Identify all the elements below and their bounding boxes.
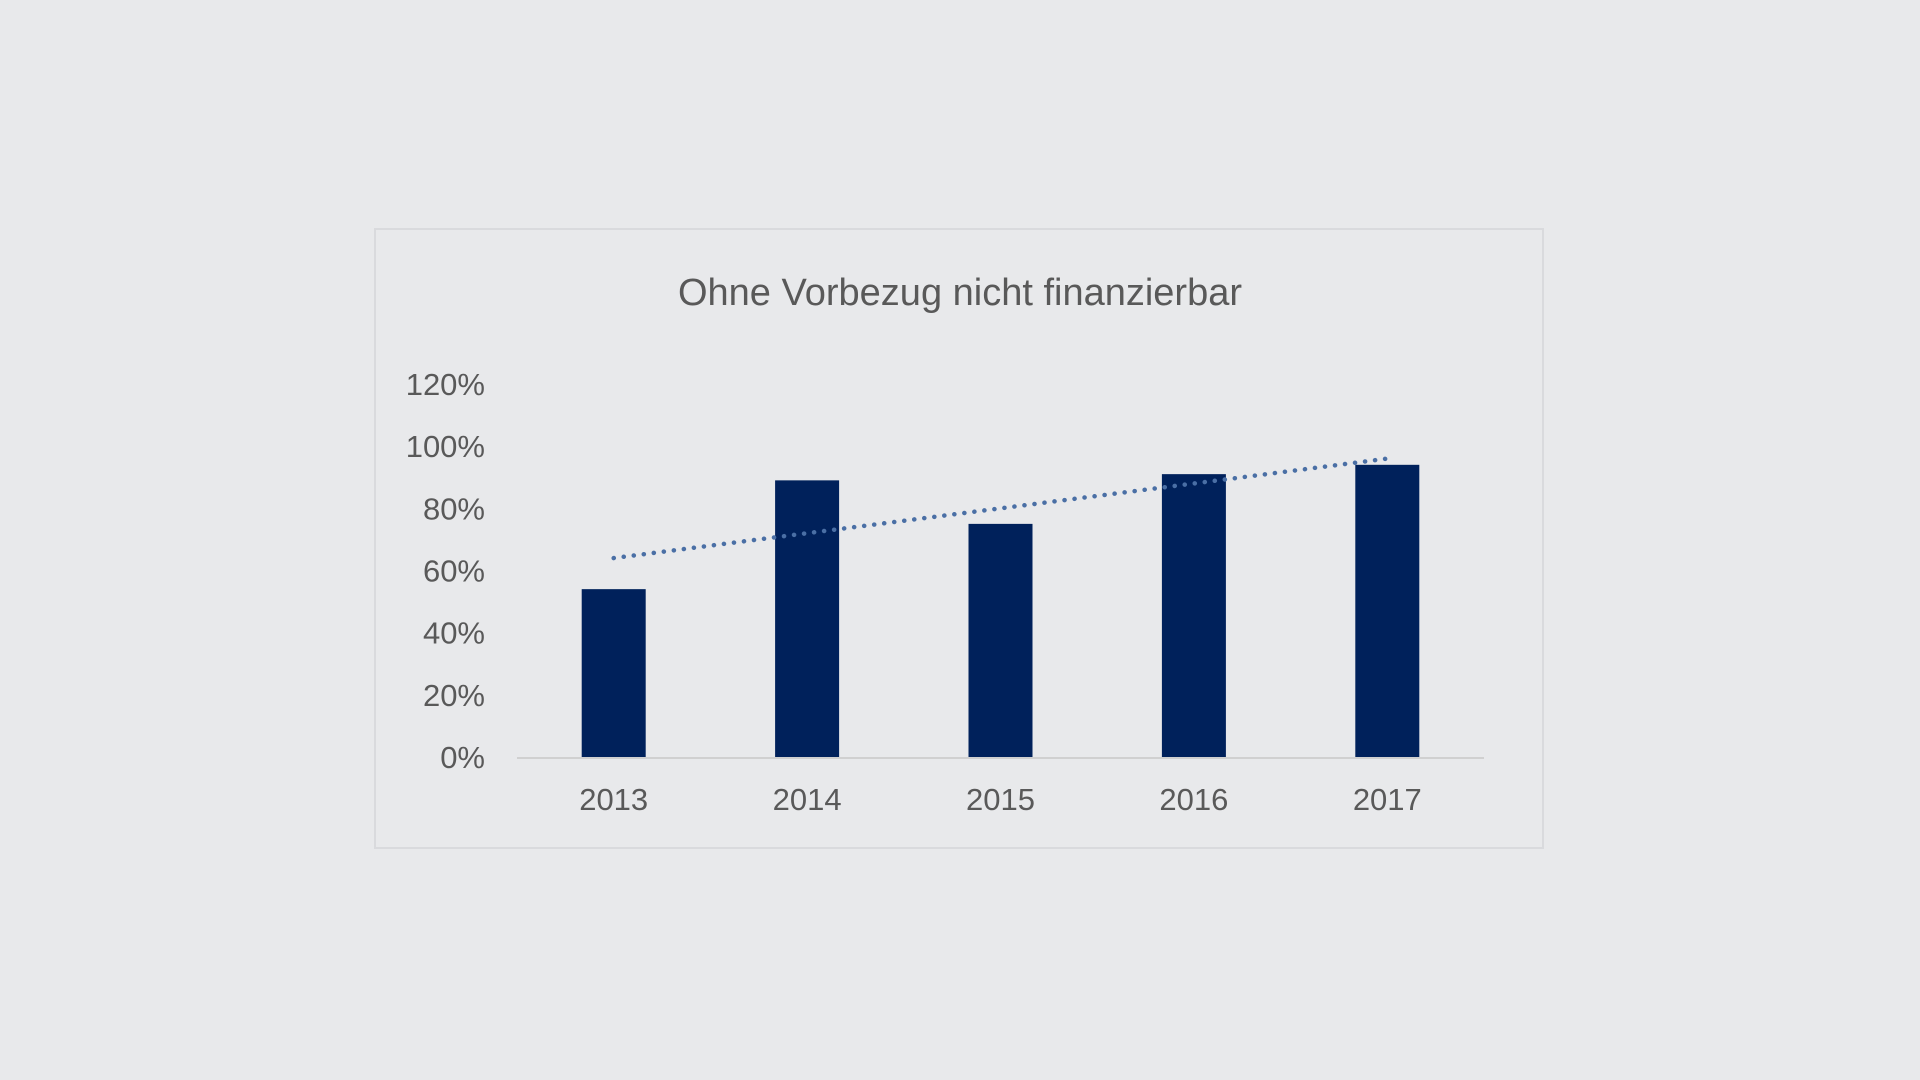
x-tick-label: 2017: [1353, 782, 1422, 817]
y-tick-label: 80%: [423, 491, 485, 526]
x-tick-label: 2015: [966, 782, 1035, 817]
y-tick-label: 120%: [406, 367, 485, 402]
bar: [1161, 474, 1226, 757]
x-tick-label: 2014: [773, 782, 842, 817]
x-tick-label: 2016: [1159, 782, 1228, 817]
bars: [581, 464, 1420, 757]
x-tick-label: 2013: [579, 782, 648, 817]
trendline: [611, 456, 1390, 561]
y-tick-label: 40%: [423, 616, 485, 651]
y-axis-tick-labels: 0% 20% 40% 60% 80% 100% 120%: [406, 367, 485, 775]
chart-title: Ohne Vorbezug nicht finanzierbar: [677, 272, 1243, 314]
chart-panel: [374, 228, 1544, 849]
bar: [968, 523, 1033, 757]
y-tick-label: 60%: [423, 554, 485, 589]
x-axis-tick-labels: 2013 2014 2015 2016 2017: [579, 782, 1422, 817]
bar: [775, 480, 840, 757]
bar: [581, 589, 646, 757]
y-tick-label: 0%: [440, 740, 485, 775]
bar: [1355, 464, 1420, 757]
y-tick-label: 20%: [423, 678, 485, 713]
trendline-group: [611, 456, 1390, 561]
y-tick-label: 100%: [406, 429, 485, 464]
